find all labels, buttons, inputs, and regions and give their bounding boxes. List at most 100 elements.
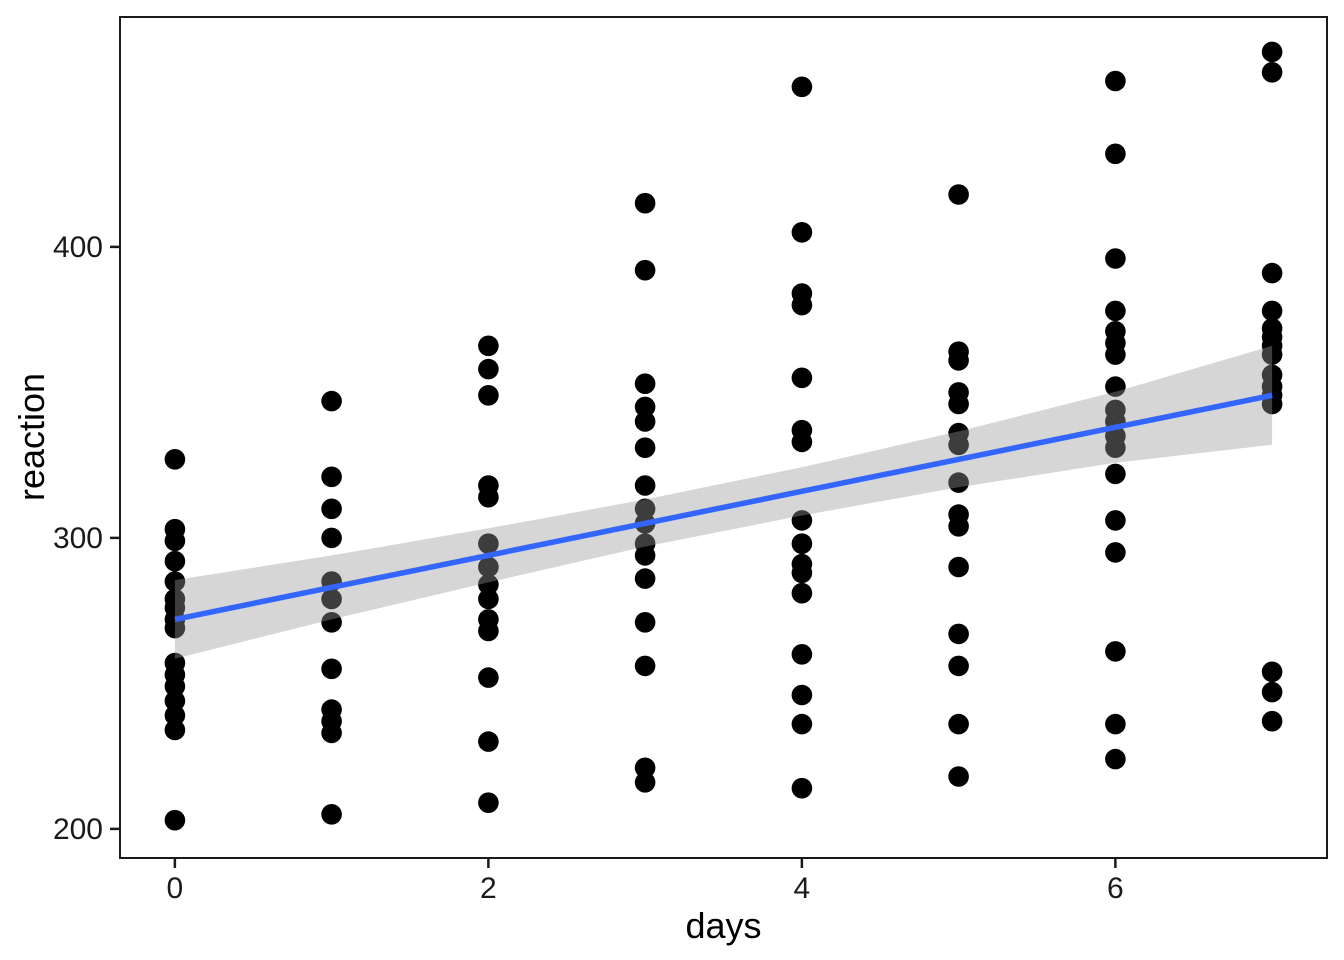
data-point — [1261, 262, 1283, 284]
data-point — [1261, 710, 1283, 732]
data-point — [164, 719, 186, 741]
y-axis-title: reaction — [11, 372, 52, 502]
data-point — [478, 556, 499, 578]
regression-line — [174, 392, 1273, 623]
x-axis: 0 2 4 6 — [167, 859, 1124, 905]
data-point — [948, 655, 969, 677]
data-point — [164, 550, 186, 572]
data-point — [634, 568, 656, 589]
data-point — [478, 533, 499, 554]
data-point — [321, 466, 342, 488]
data-point — [791, 684, 813, 706]
data-point — [321, 390, 342, 412]
confidence-band — [174, 345, 1273, 659]
data-point — [634, 498, 656, 520]
data-point — [634, 545, 656, 566]
data-point — [634, 259, 656, 281]
data-point — [478, 385, 499, 406]
data-point — [791, 713, 813, 735]
data-point — [478, 335, 499, 357]
data-point — [1105, 748, 1126, 770]
data-point — [321, 658, 342, 680]
data-point — [791, 431, 813, 453]
data-point — [948, 350, 969, 371]
data-point — [321, 527, 342, 549]
data-point — [791, 562, 813, 584]
data-point — [948, 516, 969, 537]
data-point — [478, 486, 499, 508]
data-point — [1105, 437, 1126, 459]
data-point — [791, 582, 813, 604]
data-point — [634, 396, 656, 418]
y-axis-tick-label: 300 — [53, 522, 103, 555]
data-point — [791, 294, 813, 316]
data-point — [321, 804, 342, 825]
data-point — [1105, 713, 1126, 735]
data-point — [164, 449, 186, 470]
data-point — [634, 475, 656, 496]
data-point — [1105, 542, 1126, 563]
x-axis-tick-label: 4 — [794, 872, 811, 905]
data-point — [1105, 143, 1126, 165]
data-point — [164, 617, 186, 639]
data-point — [1105, 344, 1126, 365]
data-point — [948, 393, 969, 415]
data-points-layer — [164, 41, 1283, 831]
data-point — [1105, 463, 1126, 485]
data-point — [1261, 300, 1283, 322]
data-point — [164, 705, 186, 726]
data-point — [1261, 344, 1283, 365]
data-point — [634, 437, 656, 459]
y-axis: 200 300 400 — [53, 231, 119, 846]
data-point — [634, 192, 656, 214]
data-point — [1105, 641, 1126, 662]
data-point — [164, 676, 186, 697]
data-point — [634, 655, 656, 677]
y-axis-tick-label: 200 — [53, 813, 103, 846]
data-point — [321, 498, 342, 520]
data-point — [791, 777, 813, 799]
data-point — [478, 731, 499, 752]
data-point — [164, 809, 186, 831]
data-point — [948, 472, 969, 493]
data-point — [948, 766, 969, 787]
data-point — [164, 530, 186, 552]
data-point — [1261, 62, 1283, 83]
data-point — [1261, 661, 1283, 683]
data-point — [478, 667, 499, 688]
data-point — [1105, 70, 1126, 92]
x-axis-tick-label: 0 — [167, 872, 184, 905]
data-point — [948, 184, 969, 205]
data-point — [321, 722, 342, 744]
data-point — [634, 373, 656, 395]
data-point — [1261, 681, 1283, 703]
x-axis-tick-label: 6 — [1107, 872, 1124, 905]
data-point — [478, 574, 499, 595]
data-point — [478, 358, 499, 380]
data-point — [1105, 300, 1126, 322]
data-point — [164, 690, 186, 712]
data-point — [791, 222, 813, 243]
data-point — [321, 612, 342, 633]
data-point — [791, 367, 813, 389]
data-point — [948, 623, 969, 645]
data-point — [634, 757, 656, 779]
data-point — [791, 644, 813, 665]
data-point — [791, 76, 813, 98]
data-point — [164, 571, 186, 592]
x-axis-tick-label: 2 — [480, 872, 497, 905]
x-axis-title: days — [685, 905, 762, 946]
data-point — [478, 620, 499, 642]
data-point — [634, 612, 656, 633]
y-axis-tick-label: 400 — [53, 231, 103, 264]
data-point — [948, 434, 969, 456]
data-point — [1105, 248, 1126, 269]
panel-border — [119, 16, 1328, 859]
data-point — [478, 588, 499, 610]
data-point — [948, 556, 969, 578]
data-point — [321, 588, 342, 610]
data-point — [1105, 510, 1126, 531]
data-point — [1105, 376, 1126, 397]
